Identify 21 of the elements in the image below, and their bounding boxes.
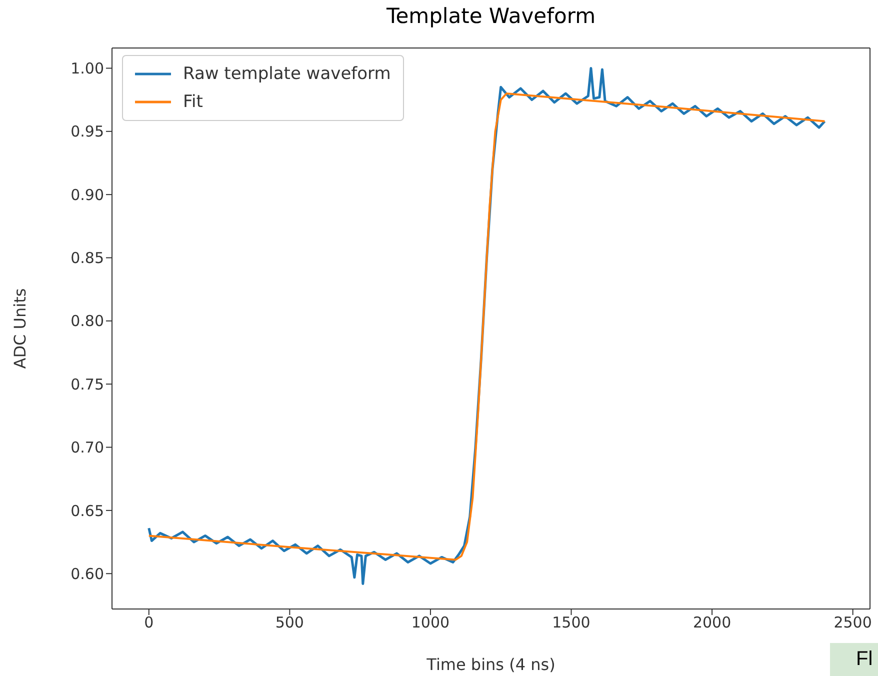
x-tick-label: 1000	[411, 614, 450, 632]
y-tick-label: 0.75	[70, 375, 104, 394]
text: Fl	[830, 643, 878, 676]
y-tick-label: 0.80	[70, 312, 104, 330]
y-tick-label: 0.60	[70, 564, 104, 583]
x-tick-label: 2500	[834, 614, 872, 632]
y-tick-label: 0.90	[70, 186, 104, 204]
y-tick-label: 0.70	[70, 438, 104, 457]
x-axis-title: Time bins (4 ns)	[426, 655, 556, 674]
chart-title: Template Waveform	[385, 4, 597, 28]
y-tick-label: 0.65	[70, 502, 104, 520]
x-tick-label: 500	[275, 614, 304, 632]
x-tick-label: 0	[144, 614, 154, 632]
y-axis-title: ADC Units	[10, 288, 30, 369]
x-tick-label: 1500	[552, 614, 590, 632]
y-tick-label: 1.00	[70, 60, 104, 78]
legend-label: Raw template waveform	[183, 64, 391, 84]
y-tick-label: 0.85	[70, 249, 104, 268]
x-tick-label: 2000	[692, 614, 732, 632]
y-tick-label: 0.95	[70, 122, 104, 141]
legend-label: Fit	[183, 92, 203, 112]
